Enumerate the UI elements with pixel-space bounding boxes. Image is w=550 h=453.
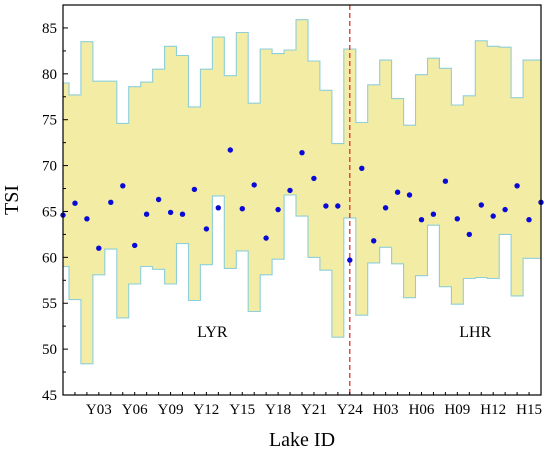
x-tick-label: Y24 [337, 402, 363, 418]
tsi-point [287, 187, 293, 194]
tsi-point [347, 257, 353, 263]
region-label: LYR [197, 324, 228, 341]
y-tick-label: 80 [42, 67, 57, 83]
x-axis: Y03 Y06 Y09 Y12 Y15 Y18 Y21 Y24 H03 H06 H09 H12 H15 [62, 392, 542, 418]
tsi-point [490, 213, 496, 219]
band-lower-line [63, 194, 541, 365]
tsi-point [179, 211, 186, 217]
y-tick-label: 50 [42, 342, 57, 358]
tsi-point [311, 175, 317, 182]
tsi-point [442, 178, 449, 184]
tsi-point [72, 200, 78, 206]
tsi-point [143, 211, 150, 217]
tsi-point [84, 216, 90, 222]
tsi-point [263, 235, 269, 241]
tsi-point [454, 216, 460, 222]
y-tick-label: 85 [42, 21, 57, 37]
y-axis: 45 50 55 60 65 70 75 80 85 [42, 21, 68, 404]
tsi-point [108, 199, 114, 205]
tsi-point [239, 206, 245, 212]
tsi-point [96, 245, 102, 251]
x-tick-label: H15 [516, 402, 542, 418]
region-label: LHR [459, 324, 491, 341]
tsi-point [167, 209, 174, 216]
tsi-point [155, 196, 162, 203]
x-axis-title: Lake ID [269, 429, 335, 451]
tsi-point [514, 183, 520, 189]
tsi-range-band [63, 19, 541, 365]
band-fill [63, 19, 541, 364]
tsi-point [359, 165, 365, 171]
y-axis-title: TSI [1, 185, 23, 215]
tsi-point [394, 189, 401, 195]
tsi-point [502, 206, 508, 213]
tsi-point [478, 202, 484, 208]
x-tick-label: H12 [480, 402, 506, 418]
region-labels: LYR LHR [197, 324, 491, 341]
x-tick-label: H03 [373, 402, 399, 418]
tsi-point [382, 205, 389, 211]
x-tick-label: Y18 [265, 402, 291, 418]
tsi-point [251, 182, 257, 188]
x-tick-label: Y12 [193, 402, 219, 418]
tsi-point [203, 226, 210, 232]
tsi-point [275, 206, 281, 213]
y-tick-label: 55 [42, 296, 57, 312]
tsi-point [335, 203, 341, 209]
tsi-point [466, 231, 472, 238]
x-tick-label: Y03 [86, 402, 112, 418]
tsi-point [120, 183, 126, 189]
tsi-point [132, 242, 138, 249]
y-tick-label: 75 [42, 113, 57, 129]
tsi-points [60, 147, 544, 263]
tsi-point [215, 205, 221, 211]
y-tick-label: 45 [42, 388, 57, 404]
x-tick-label: Y21 [301, 402, 327, 418]
tsi-point [406, 192, 413, 198]
tsi-point [227, 147, 233, 153]
tsi-point [299, 150, 305, 156]
tsi-point [418, 217, 425, 223]
x-tick-label: H09 [444, 402, 470, 418]
x-tick-label: Y09 [158, 402, 184, 418]
y-tick-label: 65 [42, 204, 57, 220]
y-tick-label: 70 [42, 159, 57, 175]
tsi-point [430, 211, 437, 217]
tsi-point [371, 238, 377, 244]
x-tick-label: H06 [409, 402, 435, 418]
tsi-point [323, 203, 329, 209]
x-tick-label: Y06 [122, 402, 148, 418]
y-tick-label: 60 [42, 250, 57, 266]
band-upper-line [63, 19, 541, 145]
x-tick-label: Y15 [229, 402, 255, 418]
tsi-point [526, 217, 532, 223]
tsi-point [191, 186, 198, 193]
